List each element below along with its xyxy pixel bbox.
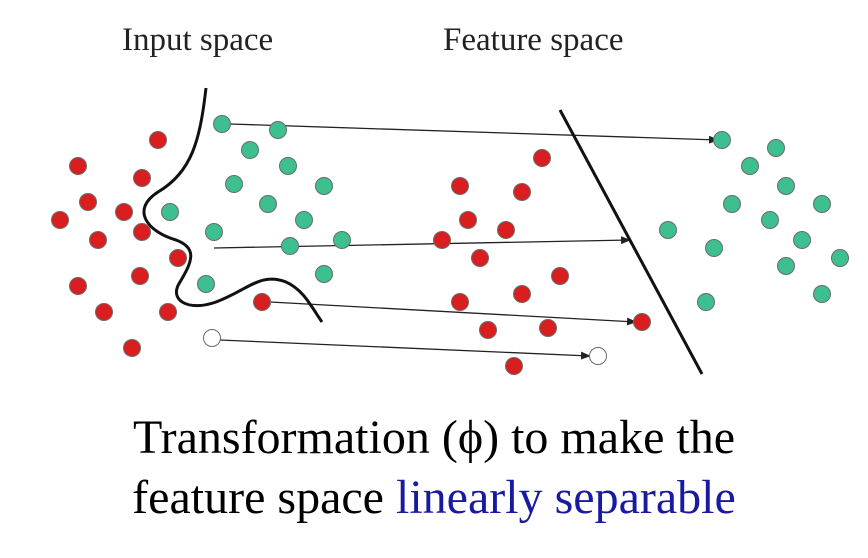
red-class-point [79, 193, 97, 211]
green-class-point [161, 203, 179, 221]
red-class-point [471, 249, 489, 267]
red-class-point [505, 357, 523, 375]
green-class-point [295, 211, 313, 229]
caption: Transformation (ϕ) to make the feature s… [0, 408, 868, 528]
red-class-point [551, 267, 569, 285]
red-class-point [451, 177, 469, 195]
green-class-point [793, 231, 811, 249]
green-class-point [761, 211, 779, 229]
red-class-point [159, 303, 177, 321]
green-class-point [205, 223, 223, 241]
green-class-point [269, 121, 287, 139]
green-class-point [767, 139, 785, 157]
green-class-point [723, 195, 741, 213]
mapping-arrow [269, 301, 637, 326]
red-class-point [533, 149, 551, 167]
red-class-point [479, 321, 497, 339]
caption-line-2-prefix: feature space [132, 471, 396, 524]
red-class-point [169, 249, 187, 267]
green-class-point [831, 249, 849, 267]
feature-space-label: Feature space [443, 22, 624, 58]
green-class-point [741, 157, 759, 175]
green-class-point [697, 293, 715, 311]
red-class-point [459, 211, 477, 229]
red-class-point [69, 277, 87, 295]
green-class-point [197, 275, 215, 293]
linear-separating-line [558, 109, 704, 375]
red-class-point [95, 303, 113, 321]
red-class-point [633, 313, 651, 331]
green-class-point [333, 231, 351, 249]
red-class-point [149, 131, 167, 149]
red-class-point [133, 223, 151, 241]
green-class-point [777, 257, 795, 275]
green-class-point [315, 177, 333, 195]
red-class-point [133, 169, 151, 187]
red-class-point [131, 267, 149, 285]
unlabeled-point [589, 347, 607, 365]
green-class-point [705, 239, 723, 257]
green-class-point [225, 175, 243, 193]
green-class-point [713, 131, 731, 149]
green-class-point [777, 177, 795, 195]
red-class-point [89, 231, 107, 249]
green-class-point [279, 157, 297, 175]
red-class-point [497, 221, 515, 239]
mapping-arrow [229, 123, 719, 144]
red-class-point [433, 231, 451, 249]
green-class-point [813, 285, 831, 303]
red-class-point [123, 339, 141, 357]
caption-highlight: linearly separable [395, 471, 736, 524]
red-class-point [451, 293, 469, 311]
green-class-point [315, 265, 333, 283]
unlabeled-point [203, 329, 221, 347]
red-class-point [513, 183, 531, 201]
red-class-point [539, 319, 557, 337]
red-class-point [51, 211, 69, 229]
caption-line-1: Transformation (ϕ) to make the [132, 411, 736, 464]
mapping-arrow [219, 339, 591, 360]
red-class-point [253, 293, 271, 311]
green-class-point [659, 221, 677, 239]
nonlinear-decision-boundary [142, 87, 324, 323]
red-class-point [513, 285, 531, 303]
red-class-point [69, 157, 87, 175]
mapping-arrow [213, 236, 631, 249]
green-class-point [259, 195, 277, 213]
green-class-point [281, 237, 299, 255]
red-class-point [115, 203, 133, 221]
green-class-point [241, 141, 259, 159]
data-points [51, 115, 849, 375]
transformation-diagram [51, 87, 849, 375]
green-class-point [213, 115, 231, 133]
green-class-point [813, 195, 831, 213]
input-space-label: Input space [122, 22, 274, 58]
caption-line-2: feature space linearly separable [0, 468, 868, 528]
